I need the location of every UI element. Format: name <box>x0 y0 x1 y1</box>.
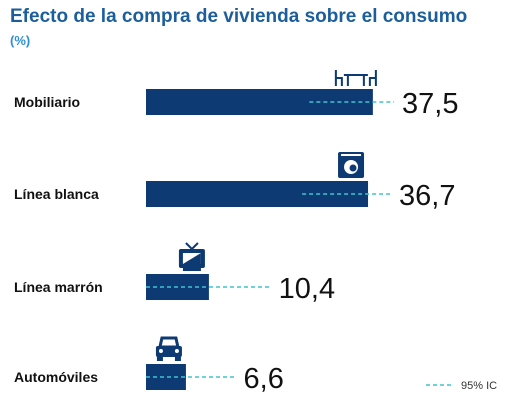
table-chairs-icon <box>334 70 377 86</box>
category-label: Automóviles <box>14 369 98 385</box>
category-label: Línea marrón <box>14 279 103 295</box>
bar <box>146 181 369 207</box>
data-label: 37,5 <box>402 88 458 120</box>
chart-title: Efecto de la compra de vivienda sobre el… <box>10 6 468 27</box>
data-label: 6,6 <box>244 363 284 395</box>
data-label: 10,4 <box>279 273 335 305</box>
washing-machine-icon <box>338 152 365 178</box>
bar <box>146 364 186 390</box>
bar <box>146 89 373 115</box>
television-icon <box>178 242 205 271</box>
car-icon <box>155 336 182 361</box>
chart-subtitle: (%) <box>10 33 31 48</box>
category-label: Línea blanca <box>14 186 99 202</box>
data-label: 36,7 <box>399 180 455 212</box>
legend-label: 95% IC <box>461 380 497 392</box>
category-label: Mobiliario <box>14 94 80 110</box>
